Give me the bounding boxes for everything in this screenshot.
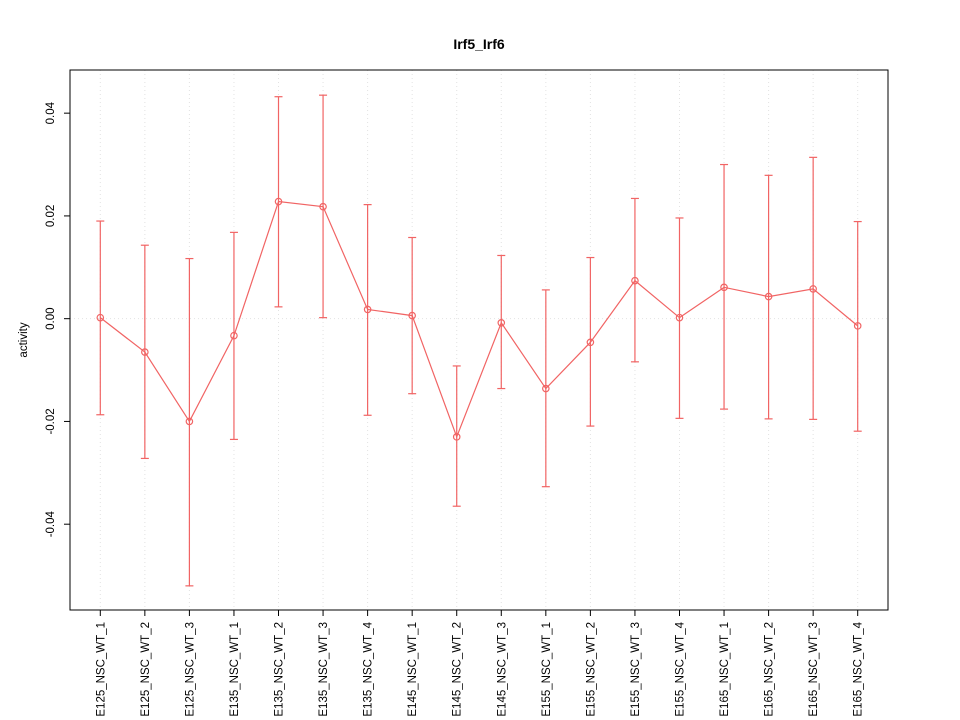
x-tick-label: E125_NSC_WT_1 bbox=[95, 622, 107, 717]
x-tick-label: E155_NSC_WT_3 bbox=[630, 622, 642, 717]
y-tick-label: 0.04 bbox=[45, 101, 57, 124]
data-point bbox=[319, 202, 327, 211]
data-point bbox=[853, 322, 862, 330]
y-axis-label: activity bbox=[18, 322, 30, 357]
y-tick-label: -0.02 bbox=[45, 408, 57, 434]
x-tick-label: E135_NSC_WT_2 bbox=[274, 622, 286, 717]
data-point bbox=[720, 283, 728, 292]
x-tick-label: E125_NSC_WT_3 bbox=[184, 622, 196, 717]
x-tick-label: E155_NSC_WT_1 bbox=[541, 622, 553, 717]
data-point bbox=[363, 305, 372, 314]
x-tick-label: E145_NSC_WT_1 bbox=[407, 622, 419, 717]
x-tick-label: E135_NSC_WT_1 bbox=[229, 622, 241, 717]
data-point bbox=[586, 338, 595, 347]
x-tick-label: E135_NSC_WT_4 bbox=[363, 621, 375, 716]
data-point bbox=[631, 276, 639, 285]
x-tick-label: E165_NSC_WT_4 bbox=[853, 621, 865, 716]
data-point bbox=[96, 313, 105, 322]
plot-border bbox=[69, 69, 889, 611]
data-point bbox=[809, 285, 817, 293]
x-tick-label: E145_NSC_WT_2 bbox=[452, 622, 464, 717]
data-point bbox=[542, 384, 550, 393]
x-tick-label: E145_NSC_WT_3 bbox=[496, 622, 508, 717]
y-tick-label: 0.02 bbox=[45, 205, 57, 227]
x-tick-label: E165_NSC_WT_3 bbox=[808, 622, 820, 717]
data-point bbox=[452, 433, 461, 441]
data-point bbox=[764, 292, 773, 301]
data-point bbox=[408, 311, 416, 320]
data-point bbox=[141, 348, 149, 356]
x-tick-label: E165_NSC_WT_2 bbox=[764, 622, 776, 717]
data-point bbox=[497, 318, 506, 327]
x-tick-label: E155_NSC_WT_4 bbox=[674, 621, 686, 716]
x-tick-label: E135_NSC_WT_3 bbox=[318, 622, 330, 717]
data-point bbox=[230, 331, 238, 340]
y-tick-label: -0.04 bbox=[45, 510, 57, 537]
y-tick-label: 0.00 bbox=[45, 307, 57, 329]
data-point bbox=[185, 417, 194, 426]
series-line bbox=[99, 200, 859, 439]
x-tick-label: E125_NSC_WT_2 bbox=[140, 622, 152, 717]
data-point bbox=[675, 313, 684, 322]
x-tick-label: E155_NSC_WT_2 bbox=[585, 622, 597, 717]
chart-title: Irf5_Irf6 bbox=[453, 36, 505, 52]
x-tick-label: E165_NSC_WT_1 bbox=[719, 622, 731, 717]
data-point bbox=[274, 197, 283, 206]
